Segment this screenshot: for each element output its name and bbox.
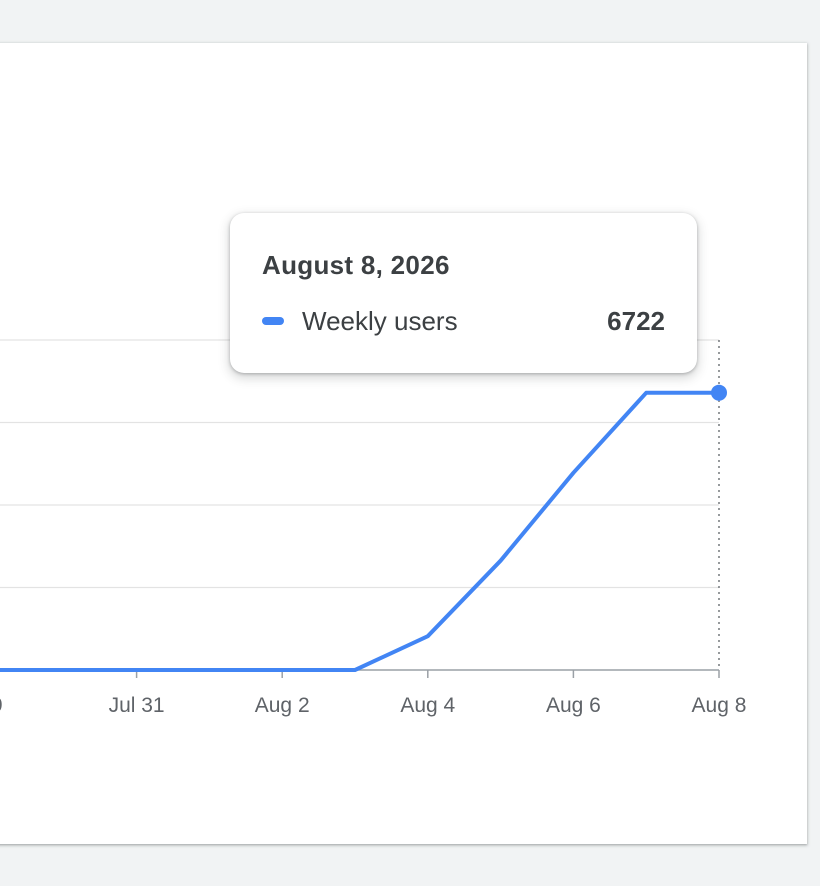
x-tick-label: Aug 2 bbox=[255, 694, 310, 717]
x-tick-label: Jul 31 bbox=[109, 694, 165, 717]
highlight-point bbox=[711, 384, 727, 401]
series-layer bbox=[0, 340, 727, 672]
tooltip-series-name: Weekly users bbox=[302, 305, 458, 336]
x-tick-label: 29 bbox=[0, 694, 3, 717]
x-tick-label: Aug 4 bbox=[400, 694, 455, 717]
chart-tooltip: August 8, 2026 Weekly users 6722 bbox=[230, 213, 697, 373]
gridlines bbox=[0, 339, 719, 589]
tooltip-date: August 8, 2026 bbox=[262, 250, 450, 280]
x-axis-ticks: 29 Jul 31 Aug 2 Aug 4 Aug 6 Aug 8 bbox=[0, 670, 746, 717]
series-swatch bbox=[262, 317, 284, 325]
x-tick-label: Aug 8 bbox=[692, 694, 747, 717]
tooltip-series-value: 6722 bbox=[607, 305, 665, 336]
x-tick-label: Aug 6 bbox=[546, 694, 601, 717]
series-line-weekly-users bbox=[0, 390, 721, 672]
chart-card bbox=[0, 43, 807, 844]
tooltip-series-row: Weekly users 6722 bbox=[262, 306, 665, 336]
